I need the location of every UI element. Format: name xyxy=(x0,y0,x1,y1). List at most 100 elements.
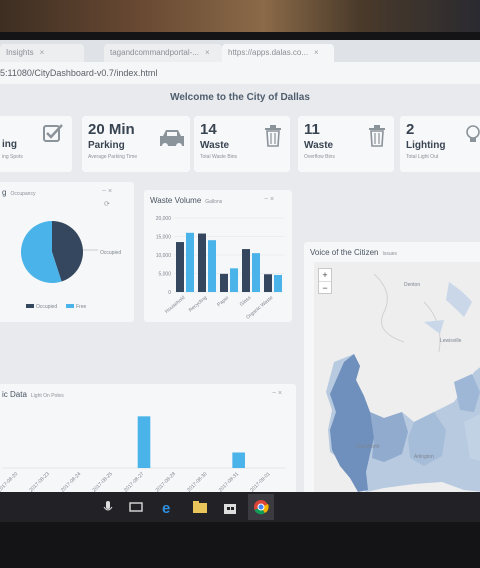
tile-subtitle: Overflow Bins xyxy=(304,154,335,160)
tile-label: ing xyxy=(2,139,17,150)
voice-of-citizen-panel: Voice of the Citizen Issues Denton Lewisv… xyxy=(304,242,480,500)
panel-title: g Occupancy xyxy=(2,188,36,197)
traffic-bar[interactable] xyxy=(137,416,151,468)
tile-label: Parking xyxy=(88,140,125,151)
waste-volume-panel: Waste Volume Gallons − × 20,000 15,000 10,0… xyxy=(144,190,292,322)
y-tick-label: 0 xyxy=(168,290,171,296)
traffic-data-panel: ic Data Light On Poles − × 2017-08-20 2017… xyxy=(0,384,296,500)
map-label-arlington: Arlington xyxy=(414,454,434,460)
x-tick-label: 2017-08-25 xyxy=(92,471,114,493)
microphone-icon[interactable] xyxy=(100,499,116,515)
chrome-taskbar-item[interactable] xyxy=(248,494,274,520)
tile-subtitle: Average Parking Time xyxy=(88,154,138,160)
tile-number: 20 Min xyxy=(88,121,135,138)
map-label-fort-worth: Fort Worth xyxy=(356,444,380,450)
file-explorer-icon[interactable] xyxy=(192,499,208,515)
page-title: Welcome to the City of Dallas xyxy=(170,92,310,103)
close-icon[interactable]: × xyxy=(39,48,45,57)
y-tick-label: 20,000 xyxy=(156,216,172,222)
overflow-bins-tile[interactable]: 11 Waste Overflow Bins xyxy=(298,116,394,172)
windows-taskbar: e xyxy=(0,492,480,522)
panel-controls[interactable]: − × xyxy=(272,390,283,397)
panel-subtitle: Occupancy xyxy=(10,191,36,197)
tile-label: Waste xyxy=(200,140,230,151)
chrome-icon xyxy=(254,500,269,515)
occupancy-pie-chart: Occupied Free Occupied xyxy=(20,221,121,310)
x-tick-label: 2017-08-27 xyxy=(123,471,145,493)
waste-bar[interactable] xyxy=(220,273,228,292)
x-tick-label: 2017-09-01 xyxy=(249,471,271,493)
tile-label: Waste xyxy=(304,140,334,151)
tile-number: 11 xyxy=(304,121,320,138)
legend-label-free: Free xyxy=(76,304,87,310)
refresh-icon[interactable]: ⟳ xyxy=(104,201,110,208)
traffic-bar[interactable] xyxy=(232,452,245,469)
waste-bar[interactable] xyxy=(264,274,272,292)
panel-title: Voice of the Citizen Issues xyxy=(310,248,397,257)
x-tick-label: 2017-08-30 xyxy=(186,471,208,493)
waste-bar[interactable] xyxy=(242,249,250,292)
svg-text:e: e xyxy=(162,500,170,515)
browser-tab-bar: Insights × tagandcommandportal-... × https… xyxy=(0,40,480,62)
trash-icon xyxy=(369,125,385,147)
checkbox-icon xyxy=(43,124,63,142)
panel-controls[interactable]: − × xyxy=(102,188,113,195)
panel-controls[interactable]: − × xyxy=(264,196,275,203)
tile-subtitle: Total Light Out xyxy=(406,154,439,160)
legend-swatch-free xyxy=(66,304,74,308)
pie-slice-free[interactable] xyxy=(20,221,62,283)
monitor-screen: Insights × tagandcommandportal-... × https… xyxy=(0,40,480,500)
parking-spots-tile[interactable]: ing ing Spots xyxy=(0,116,72,172)
map-label-lewisville: Lewisville xyxy=(440,338,462,344)
tile-number: 14 xyxy=(200,121,217,138)
zoom-out-button[interactable]: − xyxy=(319,281,331,294)
waste-bar[interactable] xyxy=(186,232,194,292)
waste-bar[interactable] xyxy=(208,240,216,292)
legend-swatch-occupied xyxy=(26,304,34,308)
x-tick-label: 2017-08-28 xyxy=(155,471,177,493)
bulb-icon xyxy=(466,125,480,142)
edge-browser-icon[interactable]: e xyxy=(160,499,176,515)
traffic-bar-chart: 2017-08-20 2017-08-23 2017-08-24 2017-08-25… xyxy=(0,416,286,494)
store-icon[interactable] xyxy=(222,499,238,515)
address-bar[interactable]: 5:11080/CityDashboard-v0.7/index.html xyxy=(0,62,480,85)
waste-bar[interactable] xyxy=(274,274,282,292)
x-tick-label: 2017-08-24 xyxy=(60,471,82,493)
citizen-map[interactable]: Denton Lewisville Fort Worth Arlington xyxy=(314,262,480,500)
legend-label-occupied: Occupied xyxy=(36,304,57,310)
pie-label-occupied: Occupied xyxy=(100,250,121,256)
waste-bar[interactable] xyxy=(230,268,238,292)
x-tick-label: 2017-08-20 xyxy=(0,471,19,493)
map-zoom-control: + − xyxy=(318,268,332,294)
x-tick-label: 2017-08-23 xyxy=(28,471,50,493)
panel-subtitle: Issues xyxy=(382,251,397,257)
url-text[interactable]: 5:11080/CityDashboard-v0.7/index.html xyxy=(0,68,158,78)
dashboard-page: Welcome to the City of Dallas ing ing Sp… xyxy=(0,84,480,500)
tab-label: Insights xyxy=(6,48,34,57)
map-label-denton: Denton xyxy=(404,282,420,288)
panel-subtitle: Gallons xyxy=(205,199,223,205)
zoom-in-button[interactable]: + xyxy=(322,270,328,280)
parking-time-tile[interactable]: 20 Min Parking Average Parking Time xyxy=(82,116,190,172)
close-icon[interactable]: × xyxy=(204,48,210,57)
browser-tab[interactable]: tagandcommandportal-... × xyxy=(104,44,222,62)
waste-bar[interactable] xyxy=(198,233,206,292)
y-tick-label: 10,000 xyxy=(156,253,172,259)
waste-bins-tile[interactable]: 14 Waste Total Waste Bins xyxy=(194,116,290,172)
waste-bar[interactable] xyxy=(176,242,184,292)
x-tick-label: Household xyxy=(164,295,186,315)
task-view-icon[interactable] xyxy=(128,499,144,515)
close-icon[interactable]: × xyxy=(314,48,319,57)
y-tick-label: 15,000 xyxy=(156,235,172,241)
lighting-tile[interactable]: 2 Lighting Total Light Out xyxy=(400,116,480,172)
occupancy-panel: g Occupancy − × ⟳ Occupied Free Occupied xyxy=(0,182,134,322)
waste-bar-chart: 20,000 15,000 10,000 5,000 0 Household Recycl… xyxy=(156,216,284,320)
tile-subtitle: Total Waste Bins xyxy=(200,154,238,160)
waste-bar[interactable] xyxy=(252,253,260,292)
browser-tab-active[interactable]: https://apps.dalas.co... × xyxy=(222,44,334,62)
browser-tab[interactable]: Insights × xyxy=(0,44,84,62)
pie-slice-occupied[interactable] xyxy=(52,221,83,282)
x-tick-label: Recycling xyxy=(188,295,209,314)
car-icon xyxy=(160,130,184,149)
x-tick-label: Glass xyxy=(239,295,253,308)
